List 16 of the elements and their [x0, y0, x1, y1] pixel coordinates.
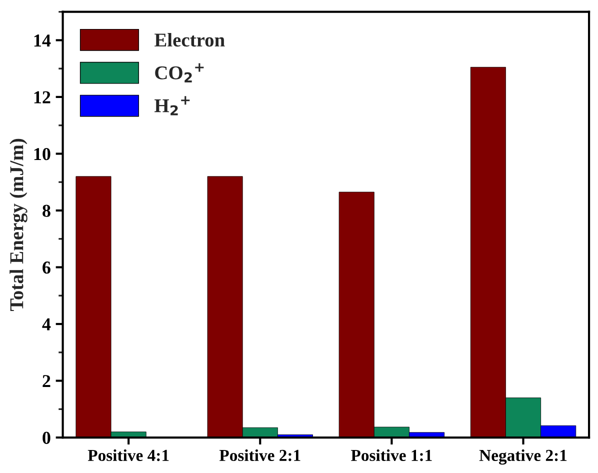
x-tick-label: Positive 4:1 [88, 449, 169, 462]
x-tick-label: Negative 2:1 [479, 449, 567, 465]
y-tick-label: 0 [42, 432, 50, 444]
legend-label: H$_{2}$$^{+}$ [154, 96, 190, 116]
y-tick-label: 14 [34, 34, 51, 46]
legend-label: CO$_{2}$$^{+}$ [155, 63, 204, 82]
y-tick-label: 4 [42, 318, 51, 330]
y-tick-label: 10 [34, 148, 50, 160]
y-axis-title: Total Energy (mJ/m) [10, 138, 28, 311]
y-tick-label: 6 [42, 262, 50, 274]
y-tick-label: 8 [42, 204, 50, 217]
x-tick-label: Positive 2:1 [219, 449, 300, 462]
y-tick-label: 2 [42, 375, 50, 388]
x-tick-label: Positive 1:1 [351, 449, 432, 462]
legend-label: Electron [154, 32, 225, 47]
y-tick-label: 12 [34, 91, 50, 104]
